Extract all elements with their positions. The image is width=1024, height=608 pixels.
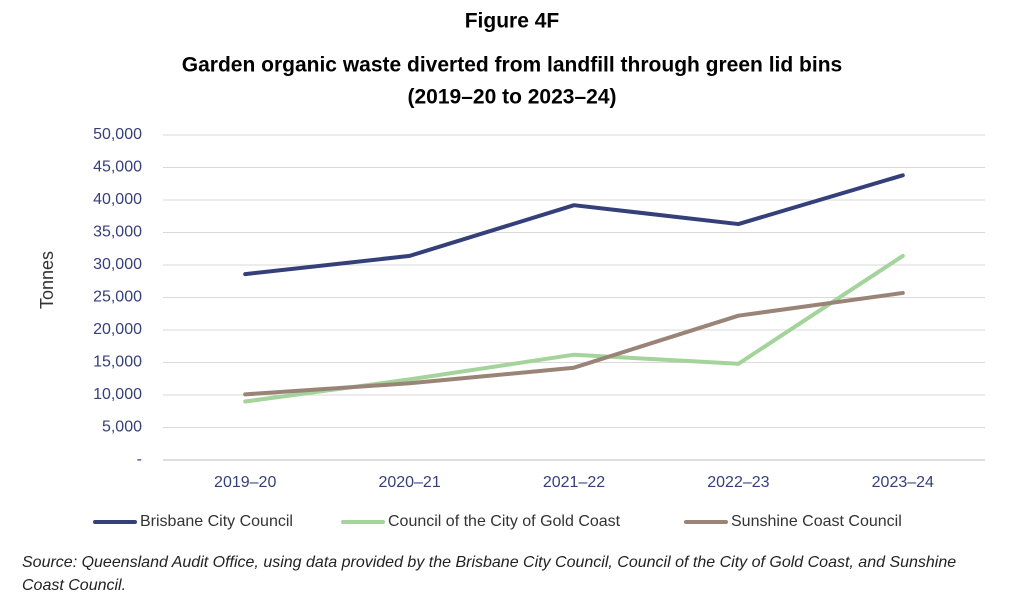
y-axis-label: Tonnes xyxy=(37,251,57,309)
x-tick-label: 2021–22 xyxy=(543,474,605,491)
chart-title: (2019–20 to 2023–24) xyxy=(408,86,617,109)
chart-title: Figure 4F xyxy=(465,10,560,33)
legend-label: Brisbane City Council xyxy=(140,513,293,530)
x-tick-label: 2023–24 xyxy=(872,474,934,491)
chart: Figure 4F Garden organic waste diverted … xyxy=(37,10,985,530)
y-tick-label: 20,000 xyxy=(93,321,142,338)
y-tick-label: 50,000 xyxy=(93,126,142,143)
x-tick-label: 2022–23 xyxy=(707,474,769,491)
legend-label: Council of the City of Gold Coast xyxy=(388,513,621,530)
y-tick-label: 45,000 xyxy=(93,159,142,176)
x-tick-label: 2020–21 xyxy=(378,474,440,491)
series-line xyxy=(243,173,905,277)
series-line xyxy=(243,290,905,397)
y-tick-label: 25,000 xyxy=(93,289,142,306)
y-tick-label: 35,000 xyxy=(93,224,142,241)
y-tick-label: 10,000 xyxy=(93,386,142,403)
x-tick-label: 2019–20 xyxy=(214,474,276,491)
legend-label: Sunshine Coast Council xyxy=(731,513,902,530)
chart-title: Garden organic waste diverted from landf… xyxy=(182,54,842,77)
y-tick-label: - xyxy=(137,451,142,468)
source-note: Source: Queensland Audit Office, using d… xyxy=(22,554,957,594)
y-tick-label: 15,000 xyxy=(93,354,142,371)
y-tick-label: 5,000 xyxy=(102,419,142,436)
series-line xyxy=(243,253,905,404)
y-tick-label: 40,000 xyxy=(93,191,142,208)
y-tick-label: 30,000 xyxy=(93,256,142,273)
